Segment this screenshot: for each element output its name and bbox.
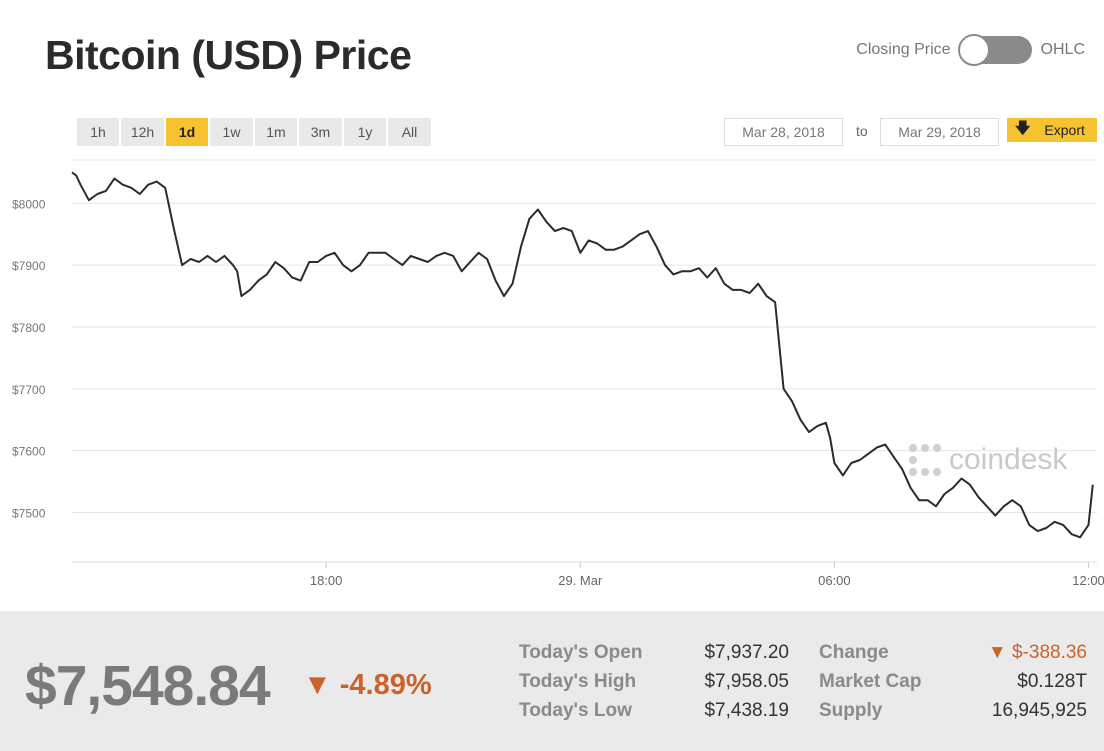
range-1w-button[interactable]: 1w (210, 118, 253, 146)
range-1d-button[interactable]: 1d (166, 118, 208, 146)
ohlc-label: OHLC (1040, 41, 1085, 58)
page-title: Bitcoin (USD) Price (45, 32, 412, 78)
range-selector: 1h 12h 1d 1w 1m 3m 1y All (77, 118, 431, 146)
export-label: Export (1044, 122, 1085, 138)
date-to-input[interactable]: Mar 29, 2018 (880, 118, 999, 146)
today-high-value: $7,958.05 (704, 671, 789, 692)
coindesk-logo-icon (909, 444, 941, 476)
change-label: Change (819, 642, 889, 663)
today-open-value: $7,937.20 (704, 642, 789, 663)
price-chart[interactable]: $8000 $7900 $7800 $7700 $7600 $7500 18:00 29. M… (0, 150, 1104, 600)
today-high-label: Today's High (519, 671, 637, 692)
daily-stats: Today's Open $7,937.20 Today's High $7,958… (519, 642, 789, 729)
x-tick-label: 12:00 (1072, 573, 1104, 588)
y-tick-label: $7600 (12, 445, 46, 459)
coindesk-watermark: coindesk (907, 442, 1067, 478)
date-to-label: to (856, 123, 868, 139)
range-all-button[interactable]: All (388, 118, 431, 146)
date-from-input[interactable]: Mar 28, 2018 (724, 118, 843, 146)
range-1h-button[interactable]: 1h (77, 118, 119, 146)
supply-label: Supply (819, 700, 883, 721)
x-tick-label: 18:00 (310, 573, 343, 588)
price-summary-footer: $7,548.84 ▼ -4.89% Today's Open $7,937.20… (0, 611, 1104, 751)
change-percent: ▼ -4.89% (303, 669, 432, 702)
change-amount: $-388.36 (1011, 642, 1087, 663)
y-tick-label: $7800 (12, 321, 46, 335)
today-open-label: Today's Open (519, 642, 643, 663)
y-tick-label: $7500 (12, 507, 46, 521)
export-button[interactable]: 🡇 Export (1007, 118, 1097, 142)
price-mode-toggle-group: Closing Price OHLC (856, 34, 1085, 66)
down-triangle-icon: ▼ (303, 669, 332, 701)
change-value: ▼ $-388.36 (959, 642, 1087, 671)
today-low-value: $7,438.19 (704, 700, 789, 721)
x-tick-label: 29. Mar (558, 573, 603, 588)
change-percent-value: -4.89% (339, 669, 432, 701)
download-arrow-icon: 🡇 (1015, 119, 1031, 137)
range-3m-button[interactable]: 3m (299, 118, 342, 146)
y-tick-label: $7700 (12, 383, 46, 397)
market-cap-value: $0.128T (1017, 671, 1087, 692)
closing-price-label: Closing Price (856, 41, 951, 58)
market-cap-label: Market Cap (819, 671, 922, 692)
y-tick-label: $7900 (12, 259, 46, 273)
y-tick-label: $8000 (12, 197, 46, 211)
range-1m-button[interactable]: 1m (255, 118, 297, 146)
toggle-knob[interactable] (957, 34, 990, 66)
x-tick-label: 06:00 (818, 573, 851, 588)
market-stats: Change ▼ $-388.36 Market Cap $0.128T Suppl… (819, 642, 1087, 729)
price-mode-toggle[interactable] (957, 34, 1032, 66)
price-series-line (71, 171, 1094, 539)
range-1y-button[interactable]: 1y (344, 118, 386, 146)
range-12h-button[interactable]: 12h (121, 118, 164, 146)
watermark-text: coindesk (949, 443, 1068, 476)
today-low-label: Today's Low (519, 700, 632, 721)
current-price: $7,548.84 (25, 654, 271, 718)
supply-value: 16,945,925 (991, 700, 1087, 721)
change-down-icon: ▼ (987, 642, 1012, 663)
